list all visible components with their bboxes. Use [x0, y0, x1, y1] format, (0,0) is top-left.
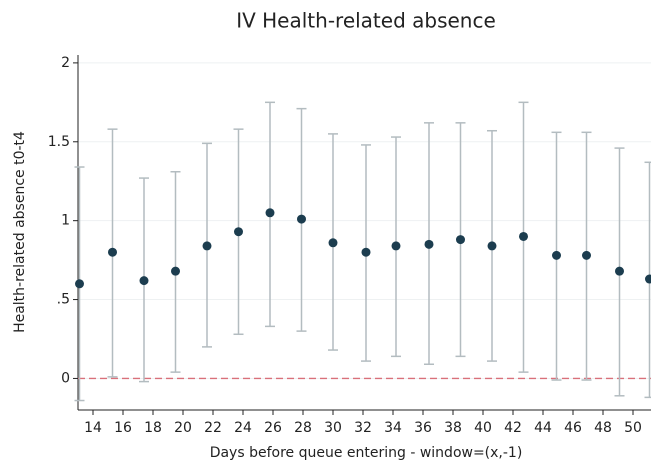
x-tick-label: 36 — [414, 420, 432, 436]
y-axis-label: Health-related absence t0-t4 — [12, 131, 28, 333]
x-tick-label: 20 — [174, 420, 192, 436]
point — [487, 241, 497, 251]
x-tick-label: 42 — [504, 420, 522, 436]
y-tick-label: 2 — [61, 55, 70, 71]
point — [297, 214, 306, 224]
x-tick-label: 24 — [234, 420, 252, 436]
y-tick-label: 1 — [61, 213, 70, 229]
x-tick-label: 26 — [264, 420, 282, 436]
point — [108, 247, 117, 257]
point — [615, 266, 624, 276]
point — [456, 235, 465, 245]
x-tick-label: 32 — [354, 420, 372, 436]
x-tick-label: 48 — [594, 420, 612, 436]
point — [361, 247, 371, 257]
point — [424, 239, 434, 249]
point — [139, 276, 149, 286]
x-tick-label: 46 — [564, 420, 582, 436]
point — [519, 231, 528, 241]
x-tick-label: 14 — [84, 420, 102, 436]
point — [265, 208, 275, 218]
x-tick-label: 34 — [384, 420, 402, 436]
point — [645, 274, 651, 284]
x-tick-label: 18 — [144, 420, 162, 436]
x-tick-label: 16 — [114, 420, 132, 436]
x-tick-label: 40 — [474, 420, 492, 436]
y-tick-label: 0 — [61, 370, 70, 386]
point — [234, 227, 243, 237]
point — [391, 241, 401, 251]
x-tick-label: 38 — [444, 420, 462, 436]
chart-title: IV Health-related absence — [236, 9, 496, 33]
point — [552, 250, 561, 260]
y-tick-label: .5 — [57, 292, 70, 308]
x-tick-label: 50 — [624, 420, 642, 436]
x-tick-label: 30 — [324, 420, 342, 436]
point — [328, 238, 338, 248]
point — [202, 241, 212, 251]
x-tick-label: 44 — [534, 420, 552, 436]
point — [75, 279, 84, 289]
x-tick-label: 28 — [294, 420, 312, 436]
point — [171, 266, 180, 276]
x-axis-label: Days before queue entering - window=(x,-… — [210, 445, 523, 461]
point — [582, 250, 591, 260]
y-tick-label: 1.5 — [48, 134, 70, 150]
x-tick-label: 22 — [204, 420, 222, 436]
